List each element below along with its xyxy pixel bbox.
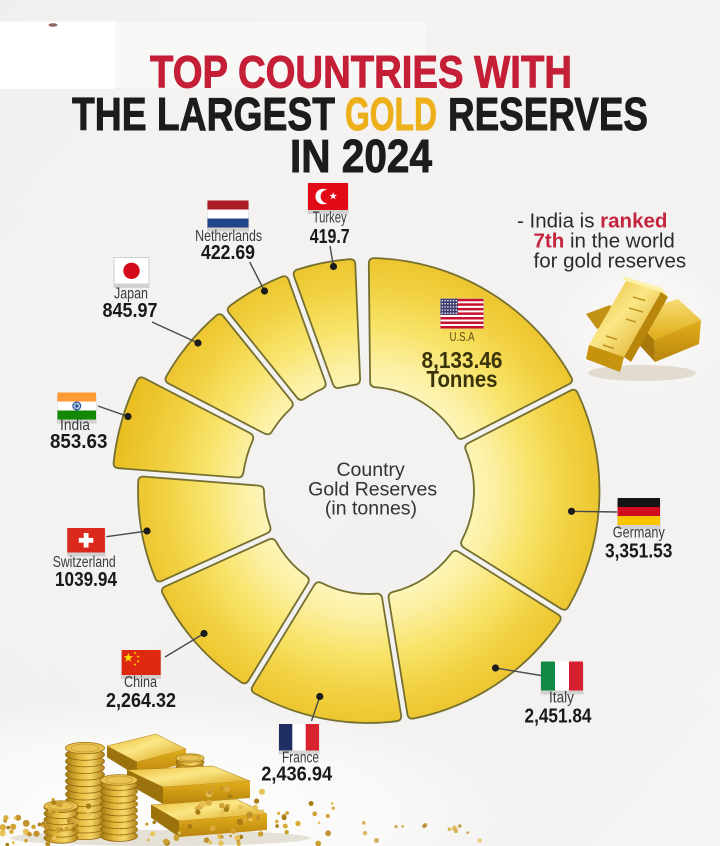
svg-text:Country: Country: [336, 459, 405, 481]
svg-text:for gold reserves: for gold reserves: [534, 250, 687, 273]
svg-text:IN 2024: IN 2024: [290, 130, 432, 182]
svg-text:Tonnes: Tonnes: [427, 366, 498, 392]
svg-text:422.69: 422.69: [201, 241, 255, 264]
svg-text:Germany: Germany: [613, 525, 665, 542]
svg-text:Netherlands: Netherlands: [195, 228, 262, 245]
svg-text:GOLD: GOLD: [345, 88, 437, 140]
svg-text:2,264.32: 2,264.32: [106, 689, 176, 712]
svg-text:Turkey: Turkey: [313, 210, 347, 227]
svg-text:3,351.53: 3,351.53: [605, 540, 673, 563]
svg-text:1039.94: 1039.94: [55, 568, 117, 591]
svg-text:- India is ranked: - India is ranked: [517, 210, 667, 233]
svg-text:2,451.84: 2,451.84: [525, 705, 592, 728]
svg-text:U.S.A: U.S.A: [450, 330, 476, 344]
svg-text:8,133.46: 8,133.46: [422, 347, 503, 373]
svg-text:Italy: Italy: [549, 690, 574, 707]
svg-text:(in tonnes): (in tonnes): [325, 498, 417, 520]
svg-text:845.97: 845.97: [103, 299, 158, 322]
svg-text:India: India: [60, 417, 90, 434]
svg-text:2,436.94: 2,436.94: [261, 763, 333, 786]
svg-text:Japan: Japan: [114, 286, 148, 303]
svg-text:RESERVES: RESERVES: [448, 88, 648, 140]
svg-text:France: France: [282, 750, 319, 767]
svg-text:Switzerland: Switzerland: [53, 554, 116, 571]
svg-text:China: China: [124, 674, 157, 691]
svg-text:Gold Reserves: Gold Reserves: [308, 479, 437, 501]
svg-text:TOP COUNTRIES WITH: TOP COUNTRIES WITH: [150, 47, 572, 98]
svg-text:7th in the world: 7th in the world: [534, 230, 675, 253]
svg-text:853.63: 853.63: [50, 430, 108, 453]
svg-text:419.7: 419.7: [310, 225, 350, 248]
svg-text:THE LARGEST: THE LARGEST: [72, 88, 335, 140]
